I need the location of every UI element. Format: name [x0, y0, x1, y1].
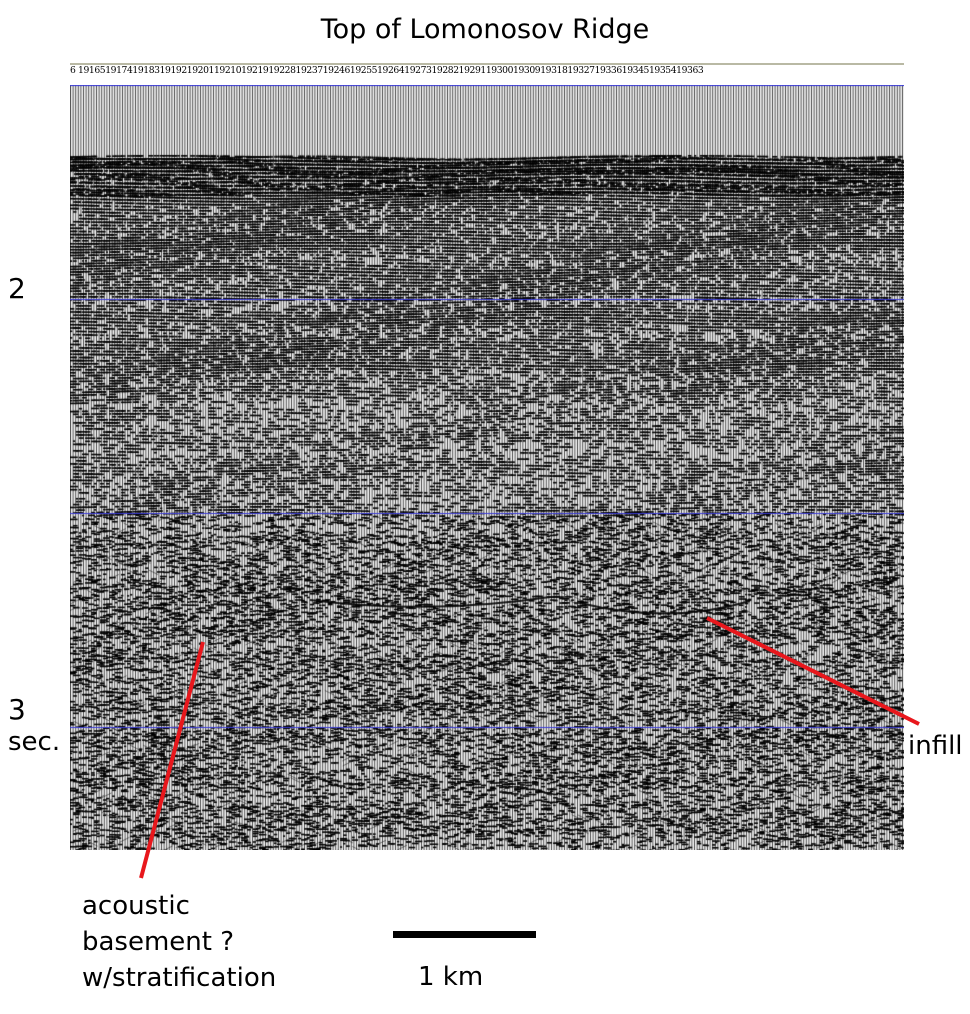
trace-number: 6	[70, 65, 76, 76]
trace-number: 19318	[540, 65, 568, 76]
trace-number: 19201	[186, 65, 215, 76]
time-unit-label: sec.	[8, 727, 61, 757]
trace-number: 19165	[78, 65, 106, 76]
trace-number: 19345	[621, 65, 650, 76]
trace-number: 19273	[404, 65, 432, 76]
trace-number: 19183	[132, 65, 160, 76]
trace-number: 19282	[431, 65, 459, 76]
trace-number: 19192	[159, 65, 188, 76]
trace-number: 19363	[676, 65, 704, 76]
infill-pointer	[706, 616, 920, 726]
figure-title: Top of Lomonosov Ridge	[320, 14, 650, 45]
acoustic-label-line-1: acoustic	[82, 891, 190, 921]
trace-number-header: 6 191651917419183191921920119210192191922…	[70, 63, 904, 87]
scale-bar-label: 1 km	[418, 962, 484, 992]
trace-number: 19291	[458, 65, 487, 76]
infill-label: infill	[908, 731, 963, 761]
acoustic-basement-label: acoustic basement ? w/stratification	[82, 888, 276, 996]
trace-number: 19327	[567, 65, 595, 76]
scale-bar	[393, 931, 536, 938]
acoustic-basement-pointer	[139, 641, 205, 879]
trace-number: 19336	[594, 65, 623, 76]
seismic-section	[70, 85, 904, 850]
trace-number: 19246	[322, 65, 351, 76]
trace-number-list: 6 191651917419183191921920119210192191922…	[70, 65, 704, 76]
trace-number: 19300	[485, 65, 514, 76]
trace-number: 19228	[268, 65, 296, 76]
trace-number: 19309	[513, 65, 541, 76]
trace-number: 19255	[349, 65, 378, 76]
time-label-3: 3	[8, 693, 26, 726]
acoustic-label-line-2: basement ?	[82, 927, 235, 957]
time-label-2: 2	[8, 272, 26, 305]
trace-number: 19237	[295, 65, 324, 76]
trace-number: 19264	[377, 65, 405, 76]
acoustic-label-line-3: w/stratification	[82, 963, 277, 993]
trace-number: 19219	[241, 65, 269, 76]
trace-number: 19174	[105, 65, 133, 76]
trace-number: 19354	[648, 65, 677, 76]
trace-number: 19210	[213, 65, 242, 76]
